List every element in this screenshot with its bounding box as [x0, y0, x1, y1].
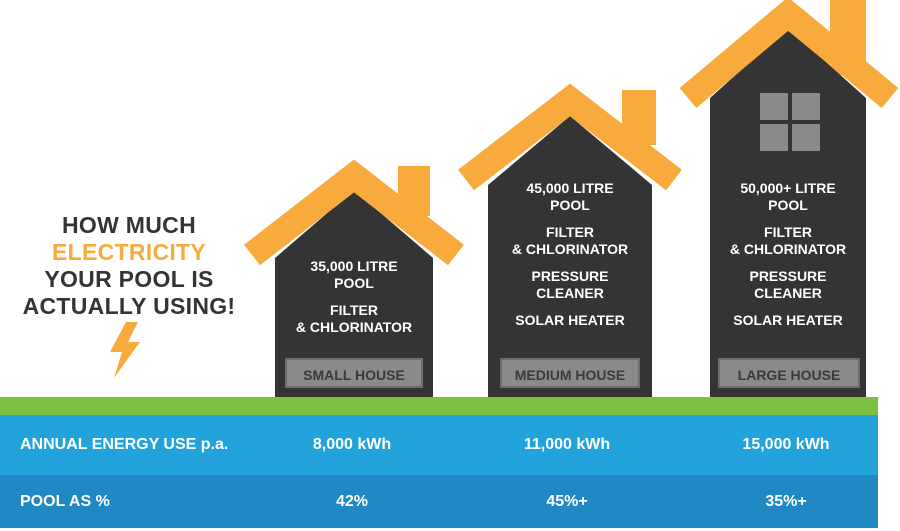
- pool-percent-value-medium: 45%+: [546, 493, 588, 510]
- lightning-bolt-icon: [110, 322, 140, 378]
- feature-solar-heater: SOLAR HEATER: [710, 312, 866, 329]
- feature-line: POOL: [768, 197, 808, 213]
- feature-line: POOL: [334, 275, 374, 291]
- energy-use-value-small: 8,000 kWh: [312, 436, 392, 453]
- feature-line: POOL: [550, 197, 590, 213]
- pool-percent-value-large: 35%+: [765, 493, 807, 510]
- pool-percent-row: POOL AS % 42% 45%+ 35%+: [0, 475, 878, 528]
- feature-line: FILTER: [546, 224, 594, 240]
- feature-line: 45,000 LITRE: [526, 180, 614, 196]
- feature-line: SOLAR HEATER: [733, 312, 843, 328]
- headline-line-3: YOUR POOL IS: [44, 266, 214, 292]
- large-house-features: 50,000+ LITRE POOL FILTER & CHLORINATOR …: [710, 180, 866, 339]
- medium-house-features: 45,000 LITRE POOL FILTER & CHLORINATOR P…: [488, 180, 652, 339]
- energy-use-value-large: 15,000 kWh: [742, 436, 830, 453]
- grass-strip: [0, 397, 878, 415]
- feature-solar-heater: SOLAR HEATER: [488, 312, 652, 329]
- medium-house-building: [458, 83, 682, 397]
- small-house-building: [244, 159, 464, 397]
- feature-pool: 50,000+ LITRE POOL: [710, 180, 866, 214]
- energy-use-value-medium: 11,000 kWh: [523, 436, 611, 453]
- feature-line: FILTER: [764, 224, 812, 240]
- window-icon: [760, 93, 820, 151]
- pool-percent-label: POOL AS %: [20, 493, 110, 510]
- feature-line: PRESSURE: [749, 268, 827, 284]
- feature-filter: FILTER & CHLORINATOR: [275, 302, 433, 336]
- headline-line-4: ACTUALLY USING!: [22, 293, 236, 319]
- energy-use-row: ANNUAL ENERGY USE p.a. 8,000 kWh 11,000 …: [0, 415, 878, 475]
- feature-pool: 45,000 LITRE POOL: [488, 180, 652, 214]
- large-house-building: [679, 0, 899, 397]
- feature-line: & CHLORINATOR: [511, 241, 629, 257]
- feature-line: CLEANER: [536, 285, 604, 301]
- feature-line: CLEANER: [754, 285, 822, 301]
- headline: HOW MUCH ELECTRICITY YOUR POOL IS ACTUAL…: [0, 212, 258, 320]
- feature-pressure-cleaner: PRESSURE CLEANER: [710, 268, 866, 302]
- feature-line: 50,000+ LITRE: [740, 180, 836, 196]
- feature-line: FILTER: [330, 302, 378, 318]
- feature-line: & CHLORINATOR: [295, 319, 413, 335]
- energy-use-label: ANNUAL ENERGY USE p.a.: [20, 436, 229, 453]
- pool-percent-value-small: 42%: [335, 493, 369, 510]
- large-house-label: LARGE HOUSE: [718, 358, 860, 388]
- small-house-label: SMALL HOUSE: [285, 358, 423, 388]
- small-house-features: 35,000 LITRE POOL FILTER & CHLORINATOR: [275, 258, 433, 346]
- feature-line: SOLAR HEATER: [515, 312, 625, 328]
- feature-pressure-cleaner: PRESSURE CLEANER: [488, 268, 652, 302]
- medium-house-label: MEDIUM HOUSE: [500, 358, 640, 388]
- headline-line-1: HOW MUCH: [62, 212, 196, 238]
- feature-line: 35,000 LITRE: [310, 258, 398, 274]
- feature-pool: 35,000 LITRE POOL: [275, 258, 433, 292]
- feature-line: PRESSURE: [531, 268, 609, 284]
- feature-line: & CHLORINATOR: [729, 241, 847, 257]
- headline-line-2: ELECTRICITY: [51, 239, 207, 265]
- feature-filter: FILTER & CHLORINATOR: [488, 224, 652, 258]
- feature-filter: FILTER & CHLORINATOR: [710, 224, 866, 258]
